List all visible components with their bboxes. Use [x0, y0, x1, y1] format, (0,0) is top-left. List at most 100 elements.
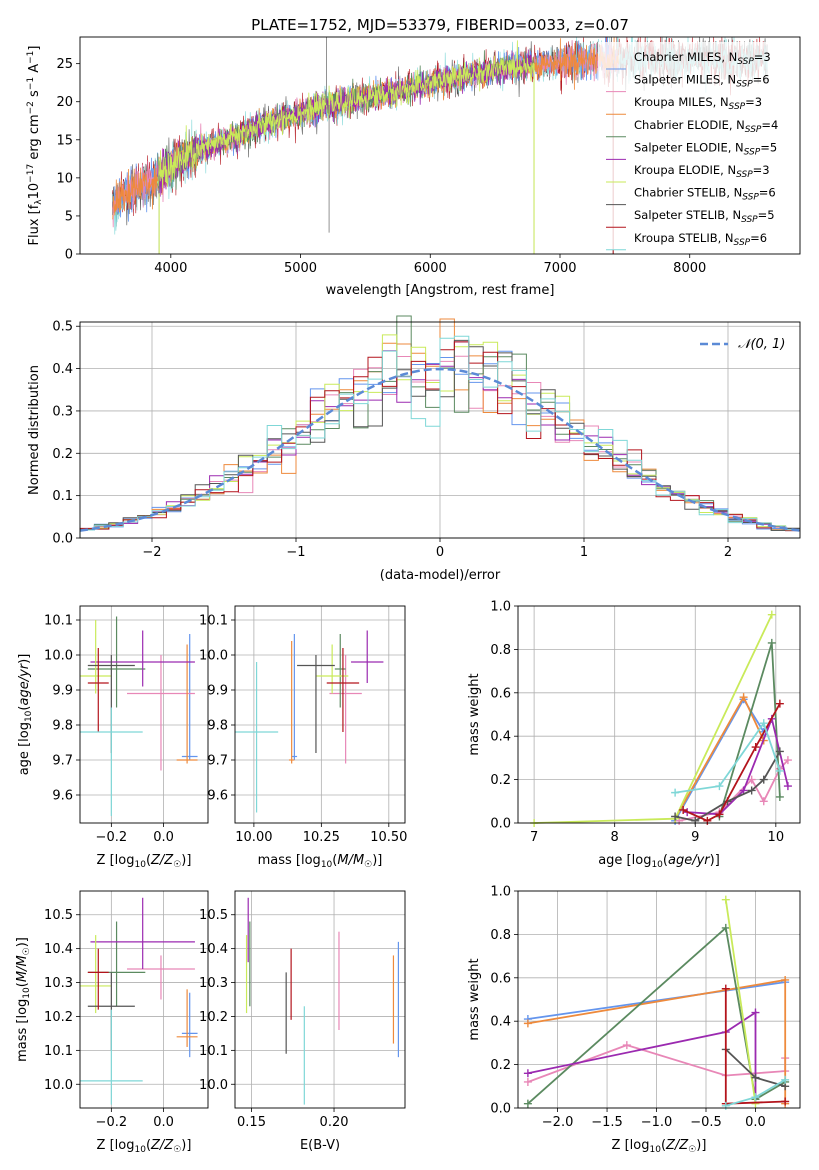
- x-tick-label: 2: [724, 545, 732, 560]
- weight-point-marker: [759, 719, 768, 728]
- x-tick-label: 0.0: [153, 1115, 174, 1130]
- axes-frame: [79, 36, 801, 255]
- x-axis-label: wavelength [Angstrom, rest frame]: [326, 283, 555, 298]
- y-tick-label: 25: [56, 57, 73, 72]
- x-axis-label: age [log10(age/yr)]: [598, 853, 720, 870]
- legend-entry: Salpeter STELIB, NSSP=5: [634, 208, 775, 225]
- y-tick-label: 0.6: [490, 971, 511, 986]
- y-tick-label: 0.8: [490, 928, 511, 943]
- histogram-series-step: [79, 335, 800, 538]
- y-tick-label: 10.5: [44, 908, 73, 923]
- y-tick-label: 9.9: [207, 684, 228, 699]
- normal-reference-curve: [79, 367, 801, 532]
- mass-vs-metallicity-panel: −0.2 0.0 10.0 10.1 10.2 10.3 10.4 10.5 mass [log…: [15, 890, 209, 1155]
- y-axis-label: Flux [fλ10−17 erg cm−2 s−1 A−1]: [26, 46, 44, 246]
- y-tick-label: 10: [56, 171, 73, 186]
- x-tick-label: 8: [611, 830, 619, 845]
- weight-point-marker: [715, 782, 724, 791]
- age-vs-mass-panel: 10.00 10.25 10.50 9.6 9.7 9.8 9.9 10.0 10.1 mass …: [199, 605, 407, 870]
- x-axis-label: Z [log10(Z/Z☉)]: [97, 853, 192, 870]
- y-tick-label: 10.1: [44, 1044, 73, 1059]
- mass-vs-ebv-panel: 0.15 0.20 10.0 10.1 10.2 10.3 10.4 10.5 E(B-V): [199, 890, 406, 1153]
- x-tick-label: −2.0: [542, 1115, 574, 1130]
- y-tick-label: 9.6: [207, 789, 228, 804]
- y-tick-label: 9.8: [207, 719, 228, 734]
- legend-entry: Kroupa ELODIE, NSSP=3: [634, 163, 770, 180]
- x-tick-label: 9: [691, 830, 699, 845]
- x-tick-label: 1: [580, 545, 588, 560]
- x-tick-label: 6000: [414, 261, 447, 276]
- legend-background: [598, 42, 798, 250]
- y-tick-label: 9.8: [52, 719, 73, 734]
- weight-series-line: [674, 721, 781, 794]
- axes-frame: [79, 321, 801, 539]
- weight-point-marker: [759, 797, 768, 806]
- y-axis-label: mass weight: [467, 673, 482, 755]
- weight-point-marker: [747, 786, 756, 795]
- x-axis-label: Z [log10(Z/Z☉)]: [97, 1138, 192, 1155]
- weight-point-marker: [775, 792, 784, 801]
- y-tick-label: 10.3: [199, 976, 228, 991]
- weight-point-marker: [721, 984, 730, 993]
- x-tick-label: 10: [768, 830, 785, 845]
- weight-point-marker: [523, 1069, 532, 1078]
- y-tick-label: 10.2: [199, 1010, 228, 1025]
- y-tick-label: 9.9: [52, 684, 73, 699]
- y-tick-label: 0.2: [490, 1058, 511, 1073]
- y-tick-label: 0.2: [490, 773, 511, 788]
- weight-point-marker: [715, 810, 724, 819]
- y-tick-label: 15: [56, 133, 73, 148]
- weight-point-marker: [751, 1073, 760, 1082]
- weight-series-line: [724, 899, 757, 1104]
- y-axis-label: mass [log10(M/M☉)]: [15, 937, 32, 1062]
- axes-frame: [234, 890, 406, 1109]
- y-tick-label: 0.0: [490, 817, 511, 832]
- weight-point-marker: [721, 895, 730, 904]
- weight-point-marker: [679, 805, 688, 814]
- x-tick-label: 8000: [673, 261, 706, 276]
- weight-point-marker: [783, 756, 792, 765]
- weight-point-marker: [671, 812, 680, 821]
- weight-point-marker: [721, 923, 730, 932]
- x-tick-label: −1.0: [641, 1115, 673, 1130]
- x-tick-label: 0: [436, 545, 444, 560]
- weight-point-marker: [775, 747, 784, 756]
- legend-entry: Salpeter ELODIE, NSSP=5: [634, 140, 777, 157]
- weight-series-line: [674, 697, 765, 822]
- weight-vs-age-panel: 7 8 9 10 0.0 0.2 0.4 0.6 0.8 1.0 mass weight age [l…: [467, 600, 801, 870]
- weight-point-marker: [781, 975, 790, 984]
- weight-point-marker: [523, 1099, 532, 1108]
- x-tick-label: 0.0: [153, 830, 174, 845]
- x-axis-label: Z [log10(Z/Z☉)]: [612, 1138, 707, 1155]
- weight-vs-metallicity-panel: −2.0 −1.5 −1.0 −0.5 0.0 0.0 0.2 0.4 0.6 0.8 1.0 mas…: [467, 885, 801, 1155]
- x-tick-label: 10.25: [303, 830, 340, 845]
- x-tick-label: 0.20: [320, 1115, 349, 1130]
- y-tick-label: 10.0: [44, 1078, 73, 1093]
- x-axis-label: E(B-V): [300, 1138, 340, 1153]
- y-axis-label: Normed distribution: [27, 365, 42, 495]
- weight-point-marker: [783, 782, 792, 791]
- y-tick-label: 0.5: [52, 320, 73, 335]
- legend-entry: Chabrier MILES, NSSP=3: [634, 50, 771, 67]
- x-tick-label: −0.5: [690, 1115, 722, 1130]
- weight-point-marker: [775, 766, 784, 775]
- y-tick-label: 10.3: [44, 976, 73, 991]
- y-tick-label: 0.8: [490, 643, 511, 658]
- weight-point-marker: [747, 775, 756, 784]
- weight-point-marker: [739, 693, 748, 702]
- axes-frame: [517, 605, 801, 824]
- x-tick-label: 0.15: [237, 1115, 266, 1130]
- weight-point-marker: [759, 775, 768, 784]
- y-tick-label: 1.0: [490, 600, 511, 615]
- x-axis-label: mass [log10(M/M☉)]: [258, 853, 383, 870]
- y-tick-label: 0.0: [490, 1102, 511, 1117]
- weight-point-marker: [751, 743, 760, 752]
- weight-point-marker: [622, 1041, 631, 1050]
- y-tick-label: 0.4: [52, 362, 73, 377]
- x-tick-label: 0.0: [745, 1115, 766, 1130]
- age-vs-metallicity-panel: −0.2 0.0 9.6 9.7 9.8 9.9 10.0 10.1 age [log10(ag…: [17, 605, 209, 870]
- x-tick-label: −2: [142, 545, 161, 560]
- weight-point-marker: [691, 816, 700, 825]
- residuals-panel: −2 −1 0 1 2 0.0 0.1 0.2 0.3 0.4 0.5 𝒩(0, 1) Normed d…: [27, 315, 801, 583]
